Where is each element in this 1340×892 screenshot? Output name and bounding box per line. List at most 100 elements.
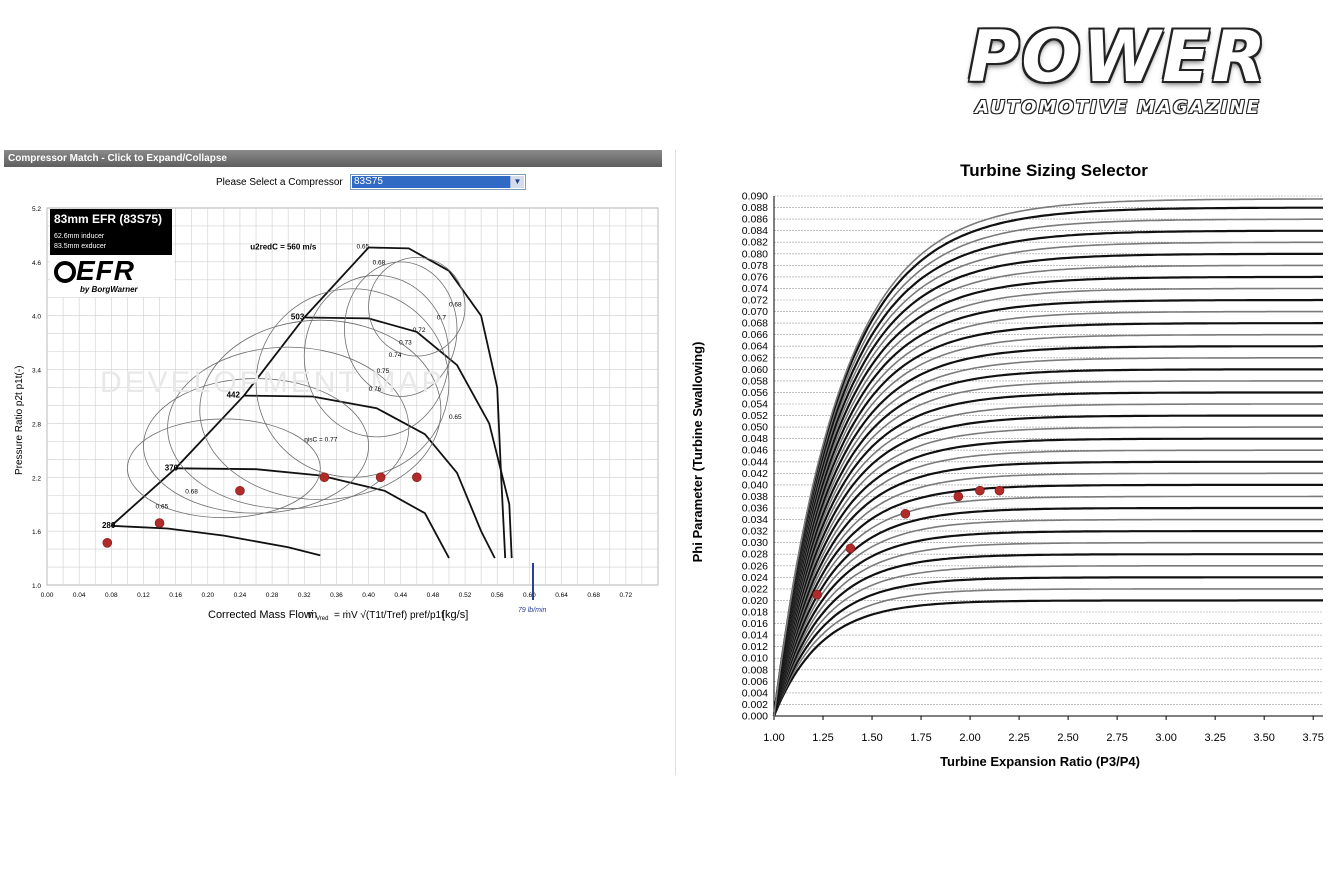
speed-line <box>175 467 450 559</box>
logo-main-text: POWER <box>968 16 1268 98</box>
efr-exducer: 83.5mm exducer <box>54 243 107 250</box>
x-tick-label: 0.24 <box>234 592 247 599</box>
phi-curve <box>772 298 1323 717</box>
power-magazine-logo: POWER AUTOMOTIVE MAGAZINE <box>918 16 1318 118</box>
panel-divider <box>675 150 676 775</box>
speed-line <box>304 316 513 559</box>
y-tick-label: 0.018 <box>742 607 768 619</box>
efficiency-label: 0.65 <box>449 414 462 421</box>
y-tick-label: 0.074 <box>742 283 768 295</box>
speed-label: 442 <box>227 391 241 400</box>
y-tick-label: 0.012 <box>742 641 768 653</box>
y-tick-label: 0.044 <box>742 456 768 468</box>
efficiency-island <box>126 418 321 519</box>
data-point <box>235 485 245 496</box>
phi-curve <box>773 541 1323 717</box>
phi-curve <box>772 576 1323 717</box>
phi-curve <box>773 264 1323 717</box>
data-point <box>154 518 165 528</box>
y-tick-label: 3.4 <box>32 368 41 375</box>
x-tick-label: 0.64 <box>555 592 568 599</box>
x-tick-label: 0.28 <box>266 592 279 599</box>
y-tick-label: 0.030 <box>742 537 768 549</box>
efr-logo-text: EFR <box>76 255 135 286</box>
efficiency-island <box>167 346 410 510</box>
phi-curve <box>772 530 1323 717</box>
phi-curve <box>773 403 1323 717</box>
y-tick-label: 0.008 <box>742 664 768 676</box>
speed-label: u2redC = 560 m/s <box>250 242 317 251</box>
y-tick-label: 0.060 <box>742 364 768 376</box>
x-tick-label: 0.04 <box>73 592 86 599</box>
y-tick-label: 0.022 <box>742 583 768 595</box>
x-tick-label: 0.68 <box>587 592 600 599</box>
phi-curve <box>772 599 1323 717</box>
x-tick-label: 0.16 <box>169 592 182 599</box>
y-tick-label: 0.056 <box>742 387 768 399</box>
x-tick-label: 0.32 <box>298 592 311 599</box>
x-tick-label: 3.00 <box>1155 732 1176 744</box>
compressor-map-watermark: DEVELOPMENT MAP <box>100 366 445 399</box>
efficiency-label: 0.68 <box>373 260 386 267</box>
phi-curve <box>772 460 1323 717</box>
phi-curve <box>772 206 1323 717</box>
data-point <box>102 538 113 548</box>
x-tick-label: 0.48 <box>427 592 440 599</box>
y-tick-label: 0.050 <box>742 422 768 434</box>
turbine-chart-title: Turbine Sizing Selector <box>960 161 1148 180</box>
y-tick-label: 5.2 <box>32 206 41 213</box>
efficiency-island <box>199 319 442 501</box>
y-tick-label: 0.004 <box>742 687 768 699</box>
speed-label: 503 <box>291 313 305 322</box>
y-tick-label: 0.084 <box>742 225 768 237</box>
y-tick-label: 0.082 <box>742 237 768 249</box>
phi-curve <box>773 310 1323 717</box>
compressor-panel: Compressor Match - Click to Expand/Colla… <box>4 150 664 640</box>
efficiency-island <box>368 256 466 357</box>
y-tick-label: 0.076 <box>742 271 768 283</box>
phi-curve <box>773 472 1323 717</box>
y-tick-label: 0.000 <box>742 711 768 723</box>
y-tick-label: 0.090 <box>742 191 768 203</box>
compressor-select[interactable]: 83S75 ▼ <box>350 174 526 190</box>
efficiency-island <box>344 261 458 397</box>
phi-curve <box>773 380 1323 717</box>
y-tick-label: 0.070 <box>742 306 768 318</box>
phi-curve <box>773 588 1323 717</box>
chevron-down-icon[interactable]: ▼ <box>510 176 524 188</box>
x-tick-label: 1.25 <box>812 732 833 744</box>
y-tick-label: 0.046 <box>742 445 768 457</box>
efr-logo-sub: by BorgWarner <box>80 285 138 294</box>
turbine-points <box>812 485 1005 600</box>
phi-curve <box>772 322 1323 717</box>
turbo-swirl-icon <box>54 261 76 283</box>
phi-curve <box>772 275 1323 717</box>
compressor-match-header[interactable]: Compressor Match - Click to Expand/Colla… <box>4 150 662 167</box>
phi-curve <box>773 426 1323 717</box>
compressor-map-labels: 280 370 442 503 u2redC = 560 m/s 0.65 0.68 0.65… <box>102 242 462 529</box>
x-tick-label: 0.72 <box>620 592 633 599</box>
y-tick-label: 2.8 <box>32 421 41 428</box>
x-tick-label: 3.50 <box>1253 732 1274 744</box>
x-tick-label: 3.75 <box>1302 732 1323 744</box>
y-tick-label: 0.066 <box>742 329 768 341</box>
phi-curve <box>773 333 1323 717</box>
y-tick-label: 0.086 <box>742 214 768 226</box>
phi-curve <box>773 357 1323 717</box>
x-tick-label: 1.00 <box>763 732 784 744</box>
y-tick-label: 0.062 <box>742 352 768 364</box>
y-tick-label: 0.010 <box>742 653 768 665</box>
x-tick-label: 3.25 <box>1204 732 1225 744</box>
y-tick-label: 0.052 <box>742 410 768 422</box>
data-point <box>845 543 856 554</box>
turbine-ticks: 0.0000.0020.0040.0060.0080.0100.0120.014… <box>742 191 1324 745</box>
efficiency-label: ηisC = 0.77 <box>304 436 337 443</box>
turbine-sizing-chart: Turbine Sizing Selector 0.0000.0020.0040… <box>690 161 1324 769</box>
phi-curve <box>772 483 1323 717</box>
efficiency-island <box>255 288 450 478</box>
x-tick-label: 0.12 <box>137 592 150 599</box>
data-point <box>319 472 330 483</box>
compressor-x-axis-unit: [kg/s] <box>442 609 468 621</box>
compressor-select-value: 83S75 <box>352 176 512 188</box>
data-point <box>953 491 964 502</box>
